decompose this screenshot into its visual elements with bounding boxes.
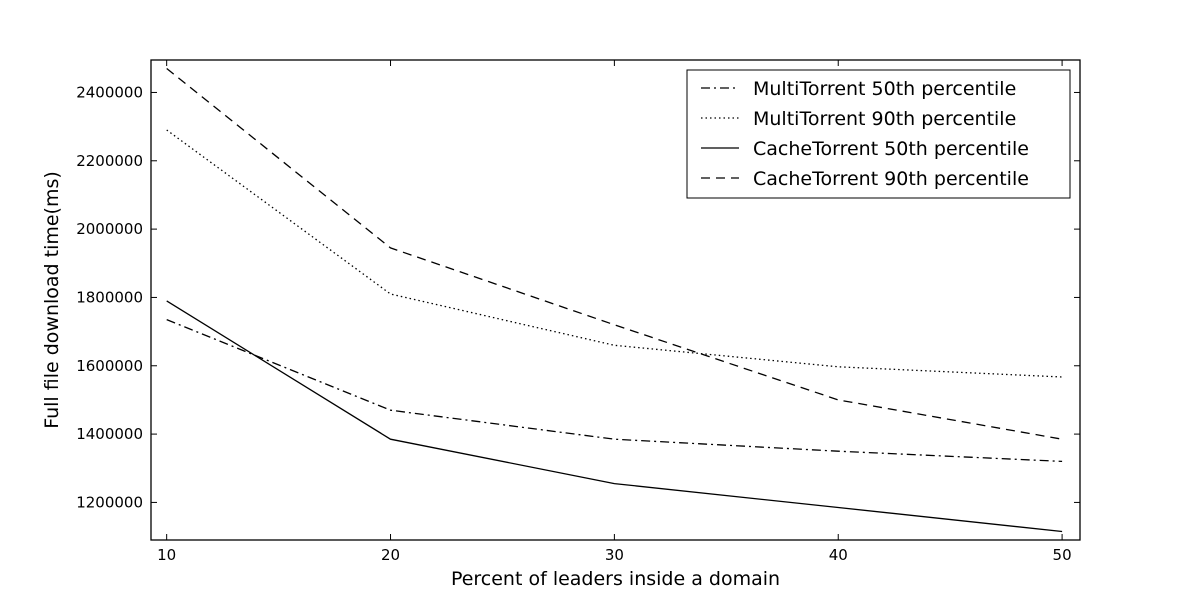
x-axis: 10 20 30 40 50 (157, 60, 1072, 564)
x-tick-label: 10 (157, 546, 176, 564)
legend: MultiTorrent 50th percentile MultiTorrent… (686, 69, 1071, 199)
y-tick-label: 1400000 (76, 425, 143, 443)
x-tick-label: 20 (381, 546, 400, 564)
series-line-3 (166, 300, 1063, 533)
legend-label: MultiTorrent 50th percentile (753, 78, 1016, 100)
y-tick-label: 2000000 (76, 220, 143, 238)
y-axis-label: Full file download time(ms) (41, 171, 63, 429)
series-line-2 (166, 129, 1063, 378)
x-tick-label: 40 (829, 546, 848, 564)
x-tick-label: 30 (605, 546, 624, 564)
legend-box (686, 69, 1071, 199)
y-tick-label: 1800000 (76, 288, 143, 306)
legend-label: CacheTorrent 50th percentile (753, 138, 1029, 160)
series-layer (166, 67, 1063, 533)
x-axis-label: Percent of leaders inside a domain (451, 568, 780, 590)
legend-label: MultiTorrent 90th percentile (753, 108, 1016, 130)
y-tick-label: 2400000 (76, 83, 143, 101)
legend-label: CacheTorrent 90th percentile (753, 168, 1029, 190)
y-axis: 1200000 1400000 1600000 1800000 2000000 22000… (76, 83, 1080, 511)
series-line-1 (166, 318, 1063, 463)
plot-area (150, 59, 1081, 541)
y-tick-label: 2200000 (76, 152, 143, 170)
y-tick-label: 1200000 (76, 493, 143, 511)
x-tick-label: 50 (1053, 546, 1072, 564)
y-tick-label: 1600000 (76, 357, 143, 375)
